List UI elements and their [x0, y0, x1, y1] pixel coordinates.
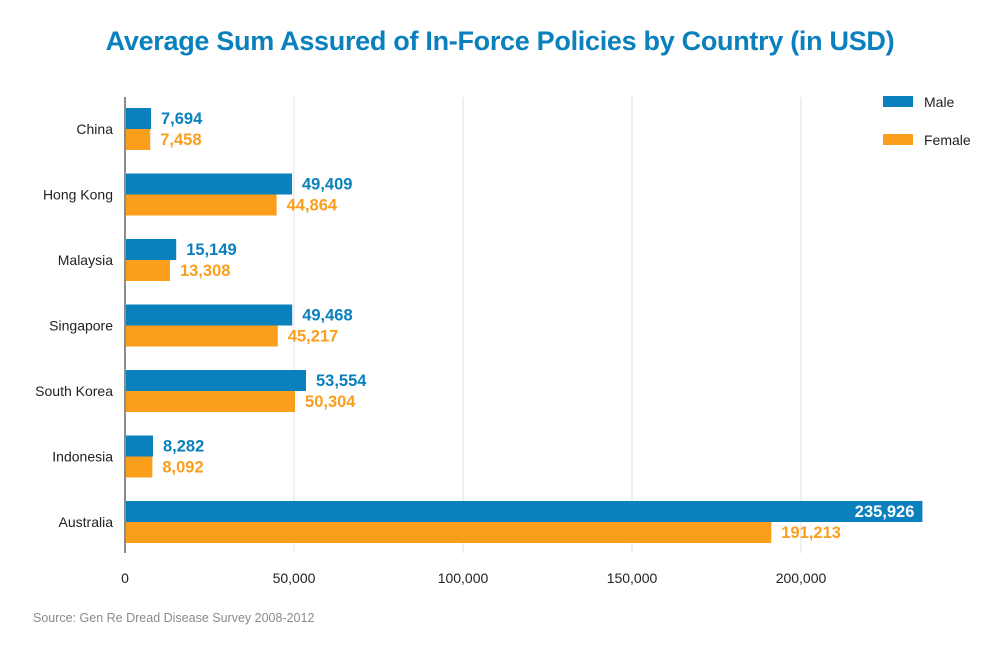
data-label-male: 49,409: [302, 176, 352, 194]
legend-swatch-male: [883, 96, 913, 107]
data-label-male: 7,694: [161, 110, 203, 128]
data-label-female: 13,308: [180, 262, 230, 280]
x-tick-label: 50,000: [273, 570, 316, 586]
legend-label-male: Male: [924, 94, 955, 110]
bar-male: [126, 435, 153, 457]
data-label-male: 8,282: [163, 438, 204, 456]
bar-female: [126, 325, 278, 347]
data-label-female: 7,458: [160, 131, 201, 149]
data-label-female: 44,864: [287, 197, 338, 215]
data-label-female: 191,213: [781, 524, 841, 542]
legend-label-female: Female: [924, 132, 971, 148]
data-label-male: 15,149: [186, 241, 236, 259]
x-tick-label: 150,000: [607, 570, 658, 586]
category-label: China: [76, 121, 113, 137]
gridlines: [293, 97, 802, 553]
bar-male: [126, 239, 177, 260]
data-label-female: 8,092: [162, 459, 203, 477]
x-tick-labels: 0 50,000 100,000 150,000 200,000: [121, 570, 826, 586]
data-labels: 7,694 7,458 49,409 44,864 15,149 13,308 49,468…: [160, 110, 914, 542]
bars: [126, 108, 923, 543]
category-label: Australia: [59, 514, 114, 530]
bar-male: [126, 370, 307, 391]
bar-male: [126, 173, 293, 195]
bar-male: [126, 304, 293, 326]
data-label-female: 45,217: [288, 328, 338, 346]
data-label-male: 49,468: [302, 307, 352, 325]
data-label-male: 235,926: [855, 503, 915, 521]
x-tick-label: 200,000: [776, 570, 827, 586]
legend: Male Female: [883, 94, 971, 148]
bar-female: [126, 391, 296, 412]
category-labels: China Hong Kong Malaysia Singapore South Kor…: [35, 121, 113, 530]
bar-male: [126, 501, 923, 522]
x-tick-label: 100,000: [438, 570, 489, 586]
category-label: Hong Kong: [43, 187, 113, 203]
chart-title: Average Sum Assured of In-Force Policies…: [105, 26, 895, 56]
category-label: Indonesia: [52, 449, 113, 465]
x-tick-label: 0: [121, 570, 129, 586]
category-label: South Korea: [35, 383, 113, 399]
bar-female: [126, 194, 277, 216]
bar-female: [126, 522, 772, 543]
data-label-female: 50,304: [305, 393, 356, 411]
bar-female: [126, 129, 151, 150]
legend-swatch-female: [883, 134, 913, 145]
data-label-male: 53,554: [316, 372, 367, 390]
bar-female: [126, 260, 170, 281]
category-label: Malaysia: [58, 252, 113, 268]
bar-female: [126, 456, 153, 478]
source-note: Source: Gen Re Dread Disease Survey 2008…: [33, 611, 315, 625]
bar-male: [126, 108, 152, 129]
category-label: Singapore: [49, 318, 113, 334]
